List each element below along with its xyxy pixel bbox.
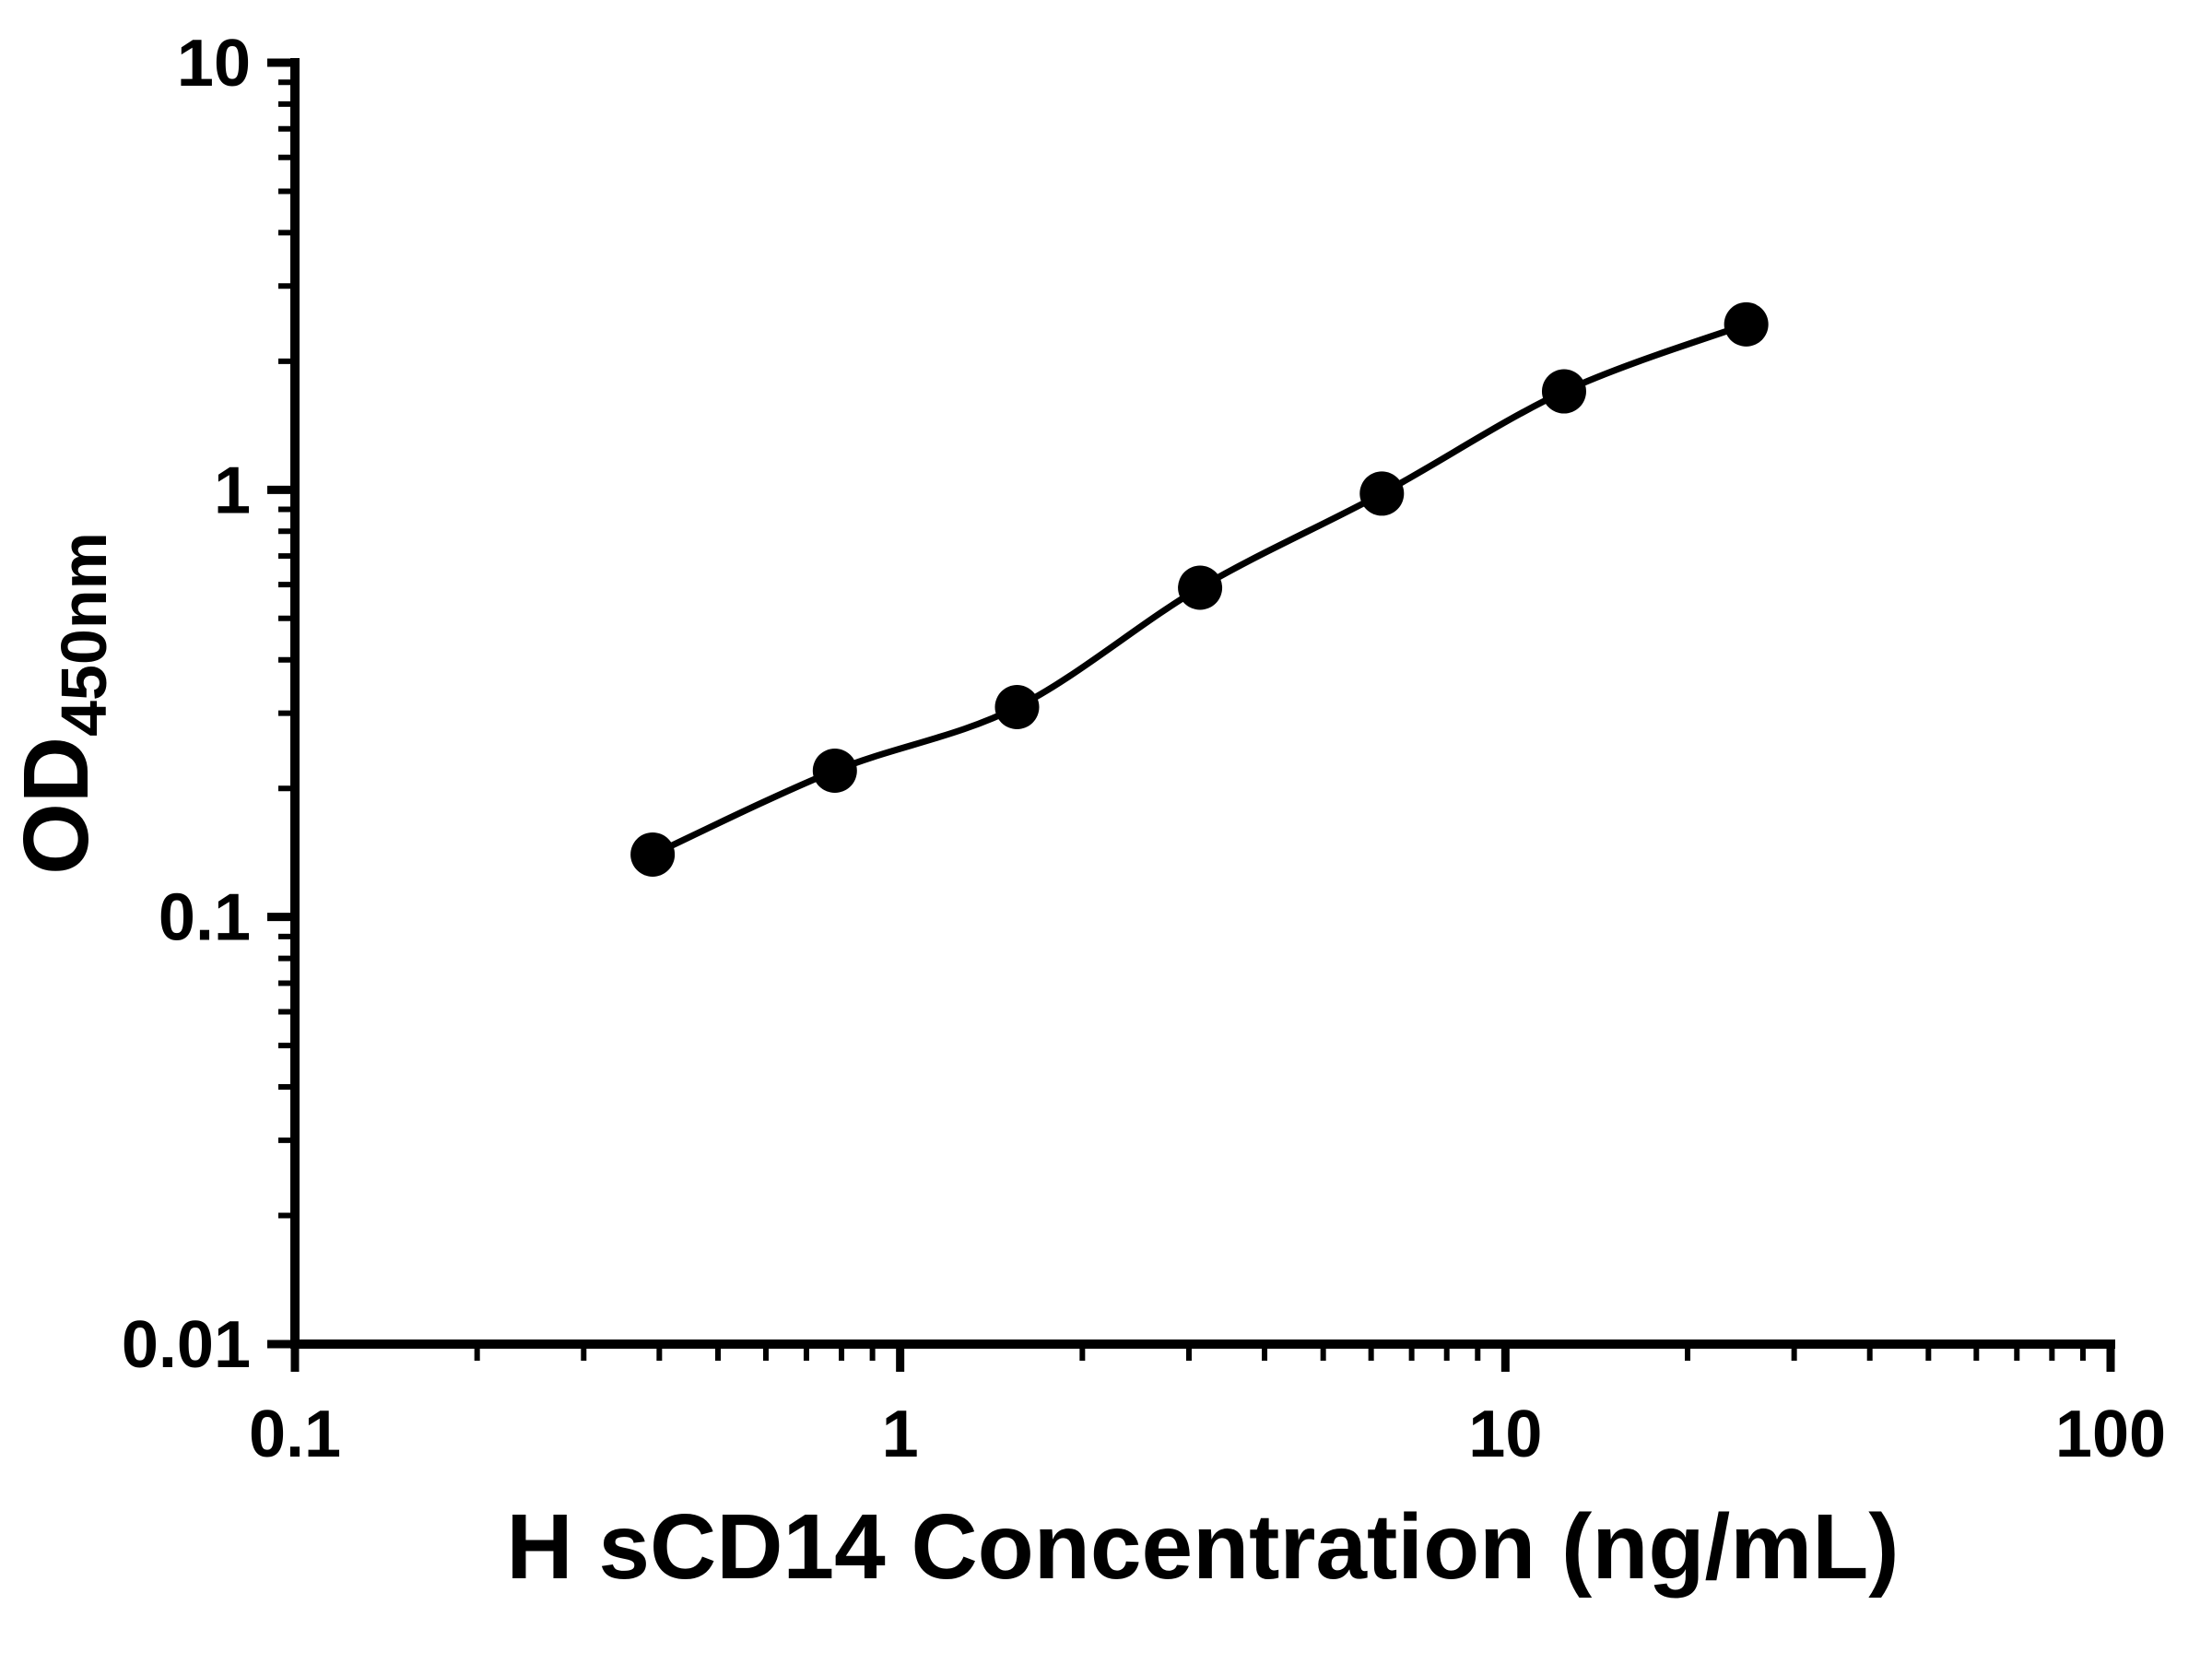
data-point bbox=[994, 685, 1040, 730]
axes-spine bbox=[290, 58, 2115, 1349]
y-tick-label: 0.01 bbox=[122, 1308, 251, 1382]
x-tick-label: 10 bbox=[1468, 1398, 1542, 1471]
data-point bbox=[812, 749, 857, 794]
tick-marks: 0.1 1 10 100 0.01 0.1 1 10 bbox=[122, 27, 2166, 1471]
y-tick-label: 10 bbox=[177, 27, 251, 100]
data-point bbox=[1178, 565, 1223, 610]
x-tick-label: 0.1 bbox=[249, 1398, 341, 1471]
data-points bbox=[630, 301, 1769, 877]
y-tick-label: 1 bbox=[214, 454, 251, 527]
x-tick-label: 100 bbox=[2055, 1398, 2166, 1471]
data-point bbox=[1359, 471, 1405, 516]
y-tick-label: 0.1 bbox=[159, 881, 251, 955]
x-axis-title: H sCD14 Concentration (ng/mL) bbox=[506, 1495, 1899, 1599]
data-point bbox=[630, 832, 676, 877]
data-point bbox=[1724, 301, 1769, 347]
x-tick-label: 1 bbox=[882, 1398, 919, 1471]
y-axis-title: OD450nm bbox=[5, 532, 120, 875]
data-point bbox=[1541, 369, 1586, 414]
